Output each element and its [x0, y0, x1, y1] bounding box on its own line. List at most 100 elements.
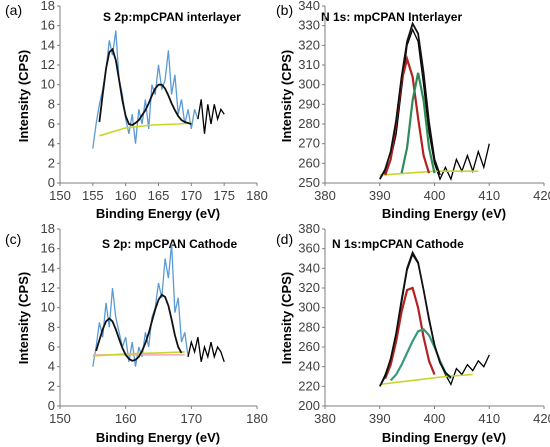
- y-tick-label: 320: [298, 280, 320, 295]
- y-tick-label: 360: [298, 241, 320, 256]
- panel-a: (a) S 2p:mpCPAN interlayer 150 155 160 165 1…: [5, 0, 268, 221]
- panel-c: (c) S 2p: mpCPAN Cathode 150 160 170 180 0 2 4…: [5, 221, 268, 445]
- y-tick-label: 260: [298, 155, 320, 170]
- y-tick-label: 10: [41, 77, 55, 92]
- plot-area: [59, 6, 257, 184]
- x-tick-label: 420: [533, 411, 550, 426]
- raw-spectrum-black: [197, 99, 225, 134]
- envelope-fit-line: [379, 250, 452, 387]
- y-tick-label: 16: [41, 241, 55, 256]
- x-tick-label: 390: [369, 188, 391, 203]
- panel-label: (a): [5, 2, 22, 18]
- y-tick-label: 2: [48, 378, 55, 393]
- y-tick-label: 240: [298, 359, 320, 374]
- x-tick-label: 400: [424, 411, 446, 426]
- y-tick-label: 300: [298, 77, 320, 92]
- y-tick-label: 340: [298, 260, 320, 275]
- y-tick-label: 14: [41, 37, 55, 52]
- plot-area: [59, 229, 257, 407]
- panel-d: (d) N 1s:mpCPAN Cathode 380 390 400 410 420 2…: [276, 221, 550, 445]
- panel-title: S 2p:mpCPAN interlayer: [103, 10, 241, 24]
- panel-label: (d): [276, 231, 293, 247]
- y-tick-label: 290: [298, 96, 320, 111]
- y-tick-label: 18: [41, 221, 55, 236]
- y-axis-label: Intensity (CPS): [16, 50, 31, 142]
- y-tick-label: 2: [48, 155, 55, 170]
- y-tick-label: 8: [48, 319, 55, 334]
- raw-spectrum-black: [187, 337, 225, 363]
- y-axis-label: Intensity (CPS): [16, 272, 31, 364]
- envelope-fit-line: [98, 47, 192, 126]
- background-line: [92, 351, 185, 357]
- tick-labels: 150 160 170 180 0 2 4 6 8 10 12 14 16 18: [41, 221, 268, 426]
- y-tick-label: 330: [298, 18, 320, 33]
- y-tick-label: 4: [48, 359, 55, 374]
- y-tick-label: 250: [298, 175, 320, 190]
- y-tick-label: 220: [298, 378, 320, 393]
- x-tick-label: 180: [246, 188, 268, 203]
- y-tick-label: 14: [41, 260, 55, 275]
- y-tick-label: 18: [41, 0, 55, 13]
- component-peak-1: [384, 55, 431, 176]
- x-tick-label: 420: [533, 188, 550, 203]
- x-tick-label: 150: [49, 188, 71, 203]
- y-axis-label: Intensity (CPS): [279, 272, 294, 364]
- x-tick-label: 155: [82, 188, 104, 203]
- x-tick-label: 410: [478, 188, 500, 203]
- x-axis-label: Binding Energy (eV): [382, 430, 506, 445]
- x-axis-label: Binding Energy (eV): [96, 206, 220, 221]
- panel-title: S 2p: mpCPAN Cathode: [102, 237, 237, 251]
- x-tick-label: 410: [478, 411, 500, 426]
- component-peak-2: [389, 328, 452, 382]
- x-tick-label: 380: [314, 411, 336, 426]
- raw-spectrum-blue: [92, 30, 199, 149]
- x-axis-label: Binding Energy (eV): [96, 430, 220, 445]
- y-tick-label: 340: [298, 0, 320, 13]
- y-tick-label: 280: [298, 116, 320, 131]
- x-tick-label: 165: [148, 188, 170, 203]
- x-axis-label: Binding Energy (eV): [382, 206, 506, 221]
- y-tick-label: 200: [298, 398, 320, 413]
- y-tick-label: 0: [48, 398, 55, 413]
- x-tick-label: 160: [115, 188, 137, 203]
- y-tick-label: 310: [298, 57, 320, 72]
- y-tick-label: 16: [41, 18, 55, 33]
- x-tick-label: 160: [115, 411, 137, 426]
- raw-spectrum: [379, 253, 490, 387]
- y-tick-label: 12: [41, 280, 55, 295]
- y-tick-label: 4: [48, 136, 55, 151]
- y-tick-label: 320: [298, 37, 320, 52]
- y-tick-label: 0: [48, 175, 55, 190]
- envelope-fit-line: [379, 21, 441, 180]
- y-tick-label: 280: [298, 319, 320, 334]
- y-tick-label: 12: [41, 57, 55, 72]
- component-peak-1: [384, 286, 436, 379]
- raw-spectrum-blue: [92, 243, 189, 367]
- y-tick-label: 8: [48, 96, 55, 111]
- plot-area: [324, 6, 544, 184]
- y-tick-label: 6: [48, 116, 55, 131]
- envelope-fit-line: [95, 293, 183, 362]
- x-tick-label: 180: [246, 411, 268, 426]
- y-tick-label: 300: [298, 300, 320, 315]
- x-tick-label: 390: [369, 411, 391, 426]
- y-tick-label: 260: [298, 339, 320, 354]
- y-tick-label: 6: [48, 339, 55, 354]
- tick-labels: 380 390 400 410 420 200 220 240 260 280 300 320 340 3…: [298, 221, 550, 426]
- x-tick-label: 175: [213, 188, 235, 203]
- x-tick-label: 400: [424, 188, 446, 203]
- panel-label: (b): [276, 2, 293, 18]
- tick-labels: 380 390 400 410 420 250 260 270 280 290 300 310 320 3…: [298, 0, 550, 203]
- y-tick-label: 380: [298, 221, 320, 236]
- raw-spectrum: [379, 27, 490, 181]
- tick-labels: 150 155 160 165 170 175 180 0 2 4 6 8 10 12 14 16 18: [41, 0, 268, 203]
- x-tick-label: 380: [314, 188, 336, 203]
- panel-title: N 1s:mpCPAN Cathode: [332, 237, 464, 251]
- y-tick-label: 270: [298, 136, 320, 151]
- plot-area: [324, 229, 544, 407]
- y-axis-label: Intensity (CPS): [279, 50, 294, 142]
- x-tick-label: 170: [180, 188, 202, 203]
- background-line: [99, 122, 192, 137]
- x-tick-label: 150: [49, 411, 71, 426]
